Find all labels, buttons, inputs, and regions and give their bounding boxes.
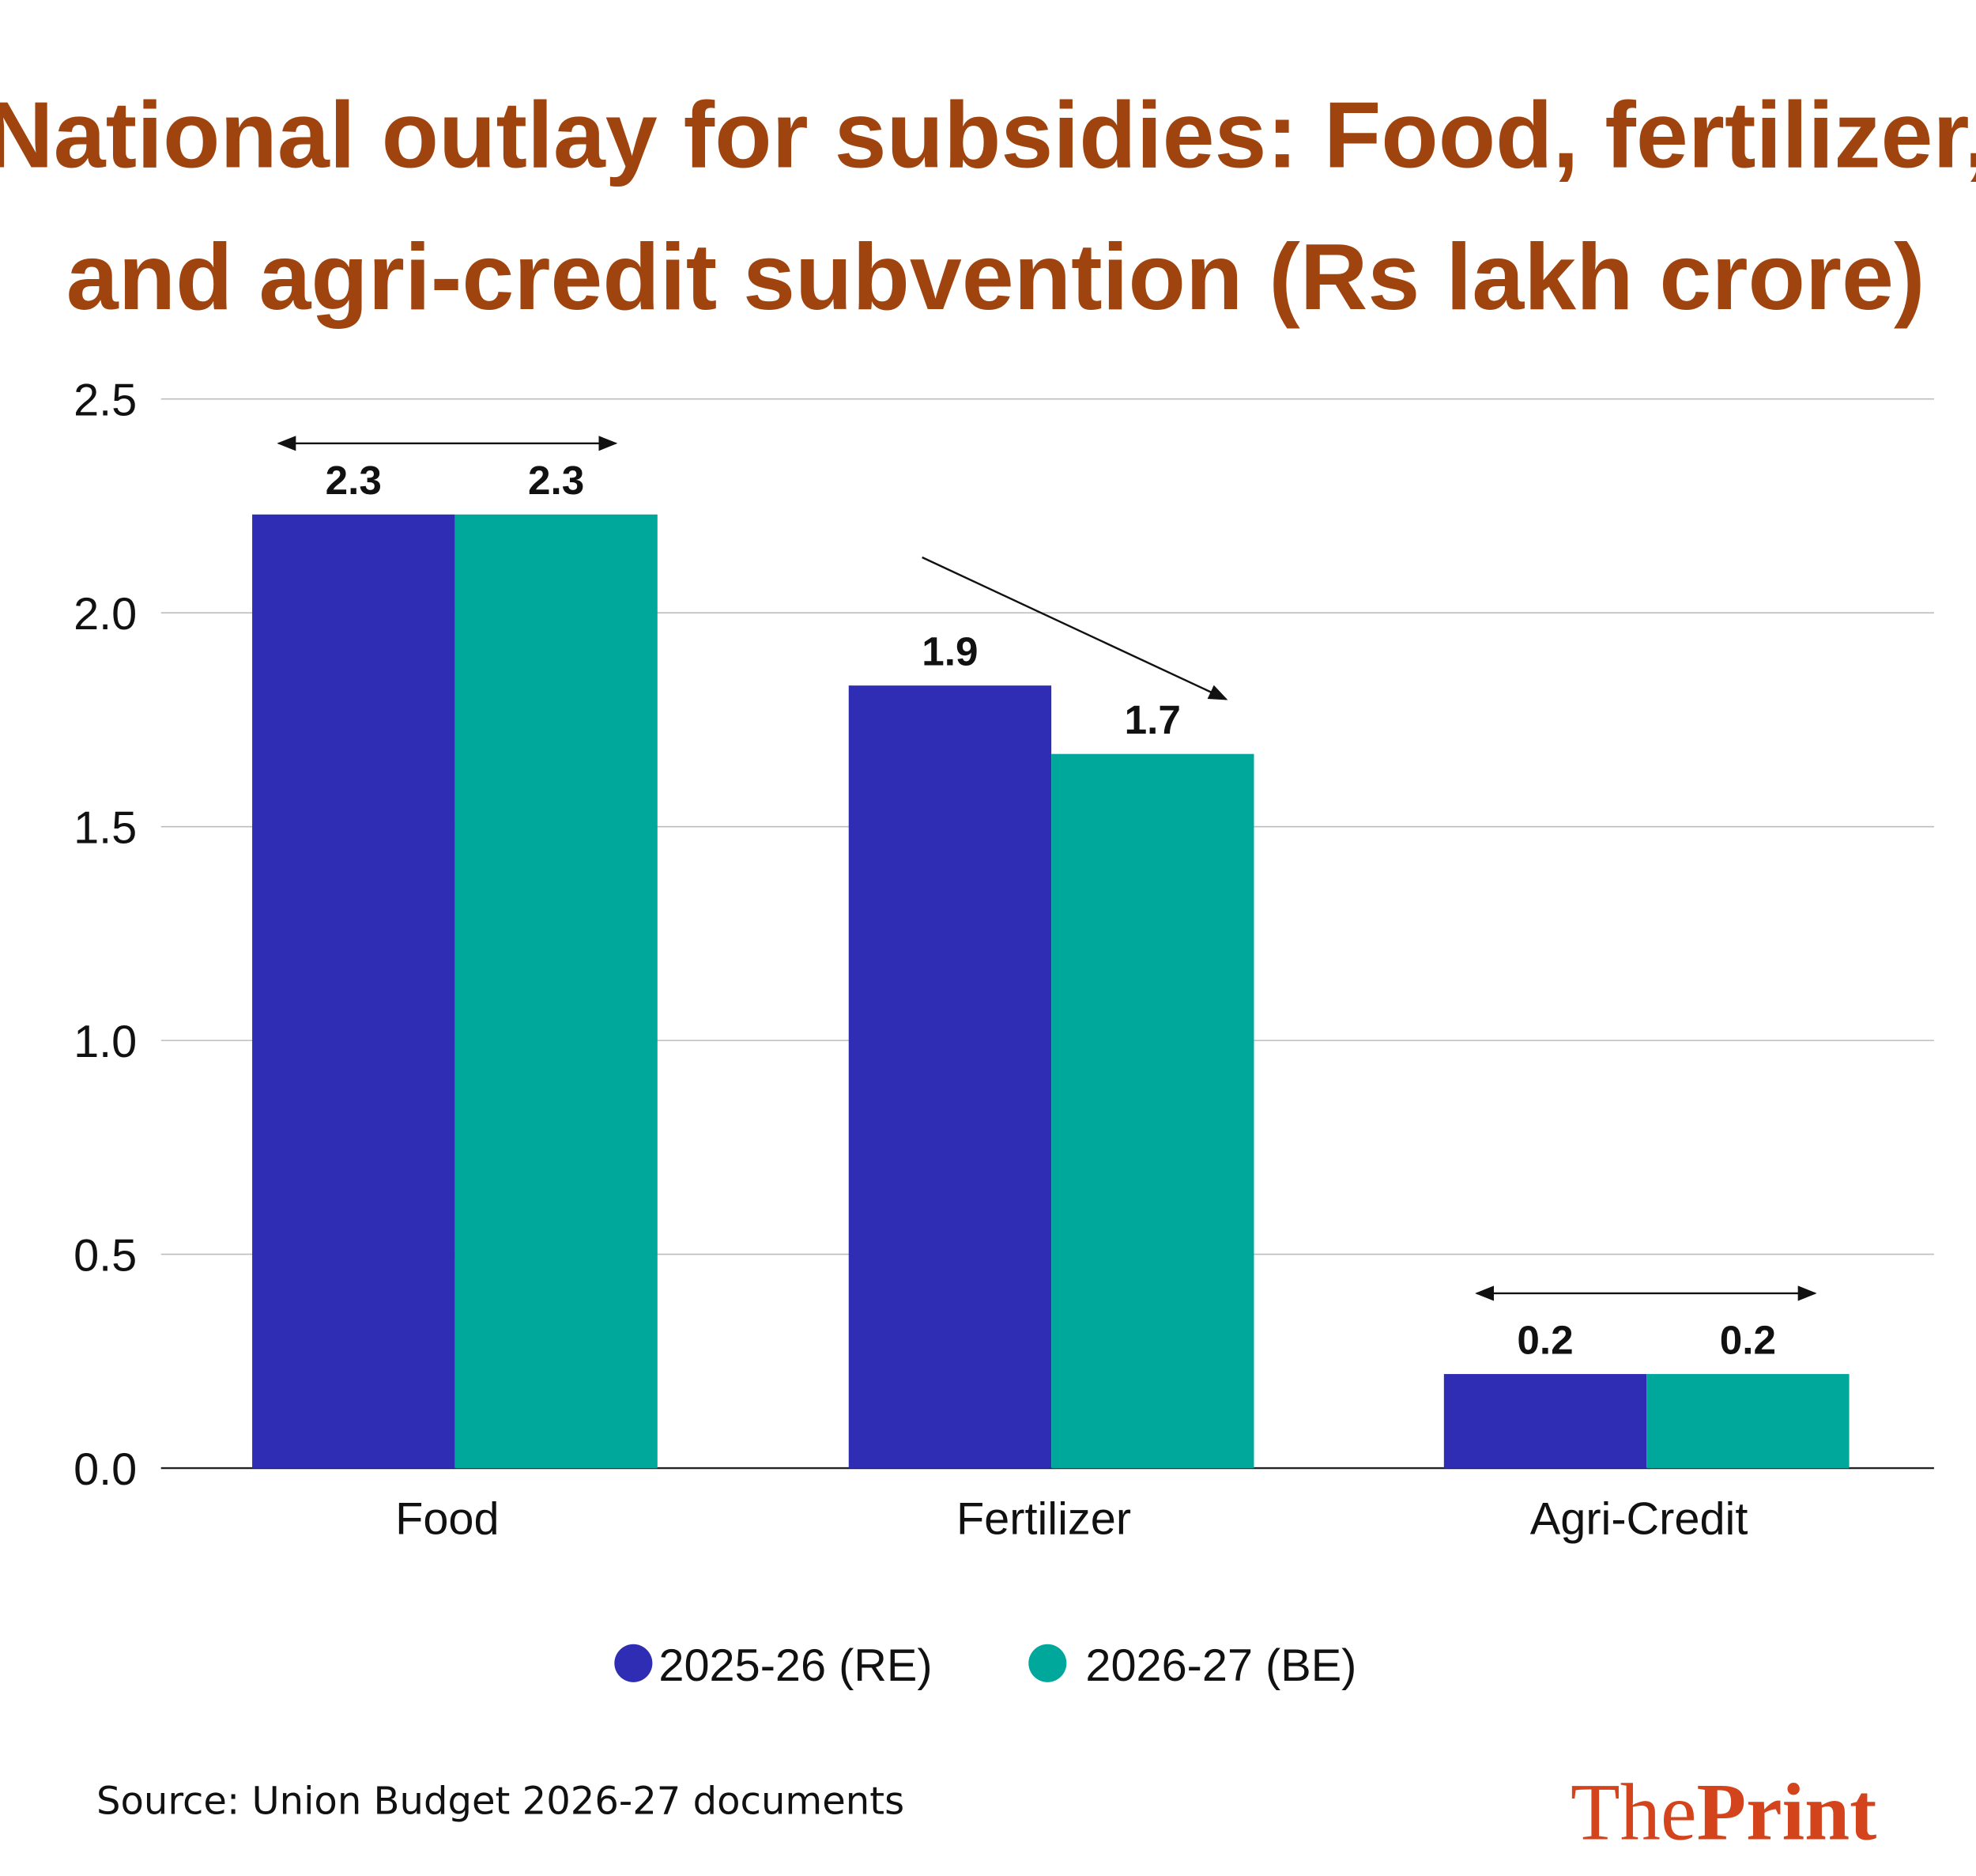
change-arrows: [277, 436, 1817, 1301]
bar-food-re: [252, 514, 455, 1469]
y-tick-label: 2.5: [74, 376, 137, 426]
theprint-logo: ThePrint: [1571, 1768, 1876, 1858]
bar-fertilizer-re: [848, 685, 1052, 1469]
bar-agri-credit-re: [1443, 1374, 1647, 1469]
data-label: 1.7: [1125, 697, 1181, 742]
y-tick-label: 0.5: [74, 1230, 137, 1281]
fertilizer-decline-arrow: [922, 556, 1228, 700]
legend-swatch-re: [614, 1644, 653, 1682]
data-label: 2.3: [326, 458, 382, 503]
svg-text:ThePrint: ThePrint: [1571, 1768, 1876, 1858]
data-label: 2.3: [528, 458, 584, 503]
bar-agri-credit-be: [1646, 1374, 1850, 1469]
legend-swatch-be: [1028, 1644, 1067, 1682]
x-category-label: Fertilizer: [956, 1493, 1131, 1544]
bar-fertilizer-be: [1051, 753, 1254, 1469]
x-category-label: Agri-Credit: [1530, 1493, 1748, 1544]
legend: 2025-26 (RE) 2026-27 (BE): [614, 1640, 1356, 1691]
y-tick-label: 0.0: [74, 1444, 137, 1495]
chart-title-line-1: National outlay for subsidies: Food, fer…: [0, 84, 1976, 188]
bar-food-be: [454, 514, 658, 1469]
legend-label-be: 2026-27 (BE): [1085, 1640, 1356, 1691]
logo-print: Print: [1696, 1768, 1876, 1858]
x-category-label: Food: [395, 1493, 499, 1544]
y-tick-label: 1.5: [74, 802, 137, 853]
chart-title-line-2: and agri-credit subvention (Rs lakh cror…: [66, 225, 1925, 330]
source-note: Source: Union Budget 2026-27 documents: [96, 1779, 904, 1823]
data-label: 1.9: [922, 629, 978, 674]
data-label: 0.2: [1720, 1317, 1776, 1362]
logo-the: The: [1571, 1768, 1696, 1858]
y-tick-label: 1.0: [74, 1017, 137, 1067]
data-label: 0.2: [1517, 1317, 1573, 1362]
y-tick-label: 2.0: [74, 589, 137, 640]
legend-label-re: 2025-26 (RE): [658, 1640, 932, 1691]
